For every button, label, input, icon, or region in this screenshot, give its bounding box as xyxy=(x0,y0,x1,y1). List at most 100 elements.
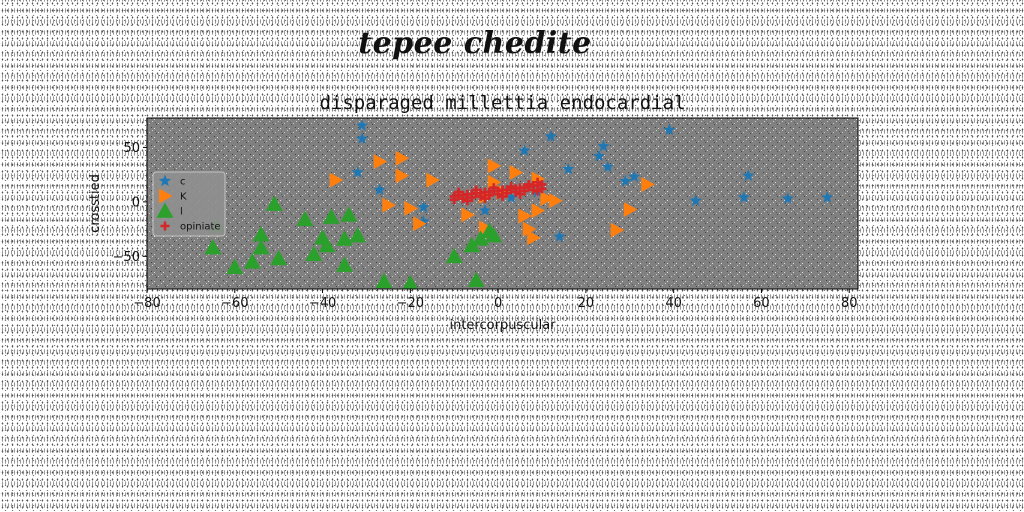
point-K-4 xyxy=(426,172,440,188)
point-c-2 xyxy=(351,166,364,178)
point-K-7 xyxy=(413,216,427,232)
point-l-15 xyxy=(340,206,358,222)
point-c-3 xyxy=(373,183,386,196)
point-l-24 xyxy=(485,227,503,243)
point-opiniate-37 xyxy=(533,177,543,187)
point-c-21 xyxy=(742,169,755,181)
point-c-20 xyxy=(737,191,751,203)
point-l-14 xyxy=(336,256,353,272)
point-l-3 xyxy=(243,253,261,269)
y-axis-label: crosstied xyxy=(88,174,103,233)
point-l-17 xyxy=(375,272,393,289)
point-l-16 xyxy=(349,227,367,243)
point-K-2 xyxy=(395,150,410,166)
point-opiniate-21 xyxy=(449,195,459,205)
point-c-1 xyxy=(355,132,369,144)
point-opiniate-32 xyxy=(454,187,464,197)
x-axis-label: intercorpuscular xyxy=(449,318,556,333)
point-l-5 xyxy=(252,239,270,255)
point-opiniate-41 xyxy=(515,189,525,199)
plot-noise xyxy=(147,118,858,289)
point-l-20 xyxy=(463,236,481,253)
x-tick-label: 40 xyxy=(665,296,682,311)
point-l-21 xyxy=(472,230,490,246)
x-tick-label: −60 xyxy=(221,296,248,311)
point-K-12 xyxy=(487,158,502,174)
point-l-19 xyxy=(445,247,463,264)
point-K-17 xyxy=(527,230,541,246)
point-K-10 xyxy=(478,220,493,236)
point-K-6 xyxy=(404,200,418,216)
point-K-16 xyxy=(522,221,537,237)
legend-label-c: c xyxy=(180,177,186,188)
point-l-1 xyxy=(204,239,222,255)
point-opiniate-40 xyxy=(498,191,507,201)
point-c-15 xyxy=(601,160,614,173)
point-l-6 xyxy=(270,250,288,266)
legend-marker-c xyxy=(158,174,172,187)
point-l-4 xyxy=(252,226,270,242)
point-l-12 xyxy=(322,208,340,224)
point-c-14 xyxy=(597,139,610,152)
point-K-1 xyxy=(373,154,388,170)
point-c-13 xyxy=(592,149,606,162)
point-K-24 xyxy=(641,176,655,192)
point-opiniate-38 xyxy=(462,196,472,206)
point-c-22 xyxy=(781,192,794,204)
point-c-11 xyxy=(562,162,575,175)
point-K-3 xyxy=(395,168,410,184)
legend-label-opiniate: opiniate xyxy=(180,222,221,233)
point-K-0 xyxy=(329,172,344,188)
point-c-12 xyxy=(553,230,566,242)
x-tick-label: 60 xyxy=(753,296,770,311)
point-c-6 xyxy=(478,204,492,216)
point-opiniate-35 xyxy=(506,182,516,192)
plot-frame xyxy=(146,117,859,290)
legend-label-l: l xyxy=(180,207,183,218)
point-K-22 xyxy=(610,222,625,238)
legend-marker-l xyxy=(156,202,174,218)
y-tick-label: −50 xyxy=(113,250,140,265)
point-l-2 xyxy=(226,258,244,275)
x-tick-label: 80 xyxy=(841,296,858,311)
legend-marker-K xyxy=(159,188,173,204)
x-tick-label: 20 xyxy=(578,296,595,311)
legend-label-K: K xyxy=(180,192,187,203)
point-c-4 xyxy=(417,200,430,213)
point-K-15 xyxy=(518,208,532,224)
point-c-0 xyxy=(355,119,369,131)
point-c-19 xyxy=(689,194,702,206)
point-K-11 xyxy=(487,174,502,190)
point-l-8 xyxy=(296,210,314,227)
point-c-7 xyxy=(505,191,518,203)
point-c-17 xyxy=(628,170,641,183)
point-l-11 xyxy=(318,236,336,253)
legend-marker-opiniate xyxy=(160,221,170,231)
point-opiniate-34 xyxy=(489,183,499,193)
point-l-23 xyxy=(467,271,485,288)
point-c-10 xyxy=(544,130,557,142)
chart-title: disparaged millettia endocardial xyxy=(319,92,685,114)
point-c-16 xyxy=(619,174,632,187)
point-c-5 xyxy=(417,215,430,227)
point-K-5 xyxy=(382,197,396,213)
point-l-13 xyxy=(336,230,353,246)
point-opiniate-42 xyxy=(533,186,543,196)
point-K-14 xyxy=(509,164,524,180)
point-c-8 xyxy=(518,144,531,156)
point-opiniate-39 xyxy=(480,194,490,204)
y-tick-label: 50 xyxy=(123,141,140,156)
x-tick-label: 0 xyxy=(494,296,502,311)
point-c-18 xyxy=(663,123,676,136)
point-c-23 xyxy=(821,191,834,203)
legend-box xyxy=(152,171,226,237)
point-l-7 xyxy=(265,195,283,211)
point-l-9 xyxy=(305,245,323,261)
figure-suptitle: tepee chedite xyxy=(358,26,592,61)
x-tick-label: −80 xyxy=(133,296,160,311)
y-tick-label: 0 xyxy=(132,195,140,210)
point-K-21 xyxy=(549,193,563,209)
point-l-18 xyxy=(402,275,419,289)
point-K-8 xyxy=(461,207,475,223)
